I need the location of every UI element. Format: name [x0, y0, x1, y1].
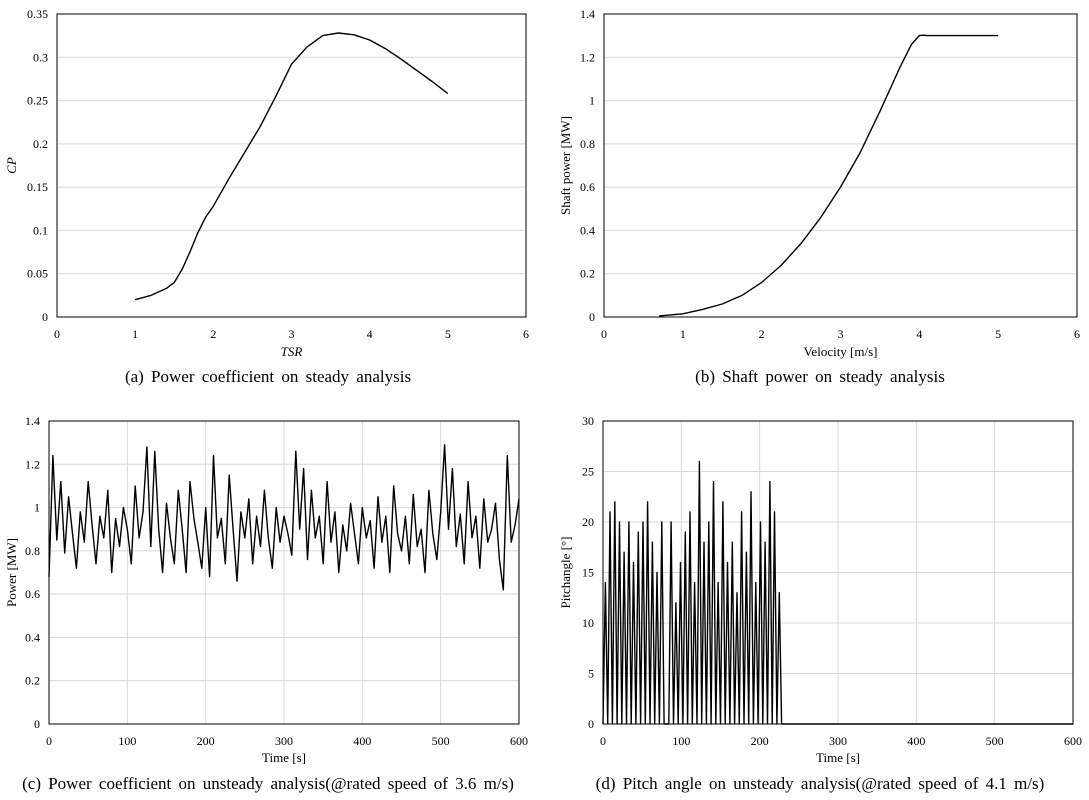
y-axis-label: CP [4, 157, 19, 174]
x-tick-label: 100 [672, 734, 690, 748]
x-tick-label: 1 [680, 327, 686, 341]
x-tick-label: 200 [751, 734, 769, 748]
y-tick-label: 0.05 [27, 267, 48, 281]
x-tick-label: 2 [759, 327, 765, 341]
x-tick-label: 6 [523, 327, 529, 341]
chart-a: 0 0.05 0.1 0.15 0.2 0.25 0.3 0.35 0 1 2 3 4 5 6 TSR CP (a… [4, 7, 529, 386]
x-tick-label: 4 [367, 327, 373, 341]
x-tick-label: 400 [353, 734, 371, 748]
y-tick-label: 0.8 [25, 544, 40, 558]
y-tick-label: 0.2 [33, 137, 48, 151]
x-axis-label: Velocity [m/s] [803, 344, 877, 359]
y-tick-label: 0.4 [580, 223, 595, 237]
x-axis-label: Time [s] [816, 750, 860, 765]
y-tick-label: 1.2 [580, 50, 595, 64]
x-tick-label: 0 [601, 327, 607, 341]
x-tick-label: 4 [916, 327, 922, 341]
plot-frame [56, 13, 527, 318]
y-tick-label: 1 [589, 94, 595, 108]
plot-frame [603, 13, 1078, 318]
y-tick-label: 0 [589, 310, 595, 324]
x-tick-label: 0 [46, 734, 52, 748]
figure-caption: (a) Power coefficient on steady analysis [125, 367, 411, 386]
y-tick-label: 0.6 [25, 587, 40, 601]
series-line [48, 444, 520, 591]
y-tick-label: 1.4 [580, 7, 595, 21]
y-tick-label: 0.1 [33, 223, 48, 237]
y-tick-label: 1.2 [25, 457, 40, 471]
y-tick-label: 0.3 [33, 50, 48, 64]
x-axis-label: Time [s] [262, 750, 306, 765]
x-tick-label: 100 [118, 734, 136, 748]
x-tick-label: 300 [829, 734, 847, 748]
figure-caption: (d) Pitch angle on unsteady analysis(@ra… [596, 774, 1045, 793]
x-tick-label: 300 [275, 734, 293, 748]
y-tick-label: 0.15 [27, 180, 48, 194]
y-tick-label: 10 [582, 616, 594, 630]
y-tick-label: 5 [588, 667, 594, 681]
y-tick-label: 0.2 [25, 674, 40, 688]
y-tick-label: 1 [34, 501, 40, 515]
y-tick-label: 25 [582, 465, 594, 479]
y-axis-label: Power [MW] [4, 538, 19, 607]
x-tick-label: 600 [510, 734, 528, 748]
y-tick-label: 1.4 [25, 414, 40, 428]
x-tick-label: 1 [132, 327, 138, 341]
y-tick-label: 0.6 [580, 180, 595, 194]
y-tick-label: 0.25 [27, 94, 48, 108]
y-tick-label: 15 [582, 566, 594, 580]
series-line [659, 34, 999, 317]
x-tick-label: 500 [432, 734, 450, 748]
y-tick-label: 20 [582, 515, 594, 529]
x-tick-label: 3 [289, 327, 295, 341]
y-tick-label: 0 [34, 717, 40, 731]
y-tick-label: 0.4 [25, 630, 40, 644]
x-tick-label: 200 [197, 734, 215, 748]
x-tick-label: 2 [210, 327, 216, 341]
x-tick-label: 500 [986, 734, 1004, 748]
chart-b: 0 0.2 0.4 0.6 0.8 1 1.2 1.4 0 1 2 3 4 5 6 Velocity [m/s… [558, 7, 1080, 386]
figure-caption: (b) Shaft power on steady analysis [695, 367, 945, 386]
series-line [135, 32, 449, 301]
y-tick-label: 0 [42, 310, 48, 324]
x-tick-label: 6 [1074, 327, 1080, 341]
y-tick-label: 0 [588, 717, 594, 731]
y-tick-label: 0.8 [580, 137, 595, 151]
y-tick-label: 0.35 [27, 7, 48, 21]
x-tick-label: 600 [1064, 734, 1082, 748]
x-tick-label: 0 [54, 327, 60, 341]
figure-caption: (c) Power coefficient on unsteady analys… [22, 774, 514, 793]
y-axis-label: Shaft power [MW] [558, 116, 573, 215]
y-tick-label: 0.2 [580, 267, 595, 281]
x-tick-label: 3 [838, 327, 844, 341]
x-tick-label: 0 [600, 734, 606, 748]
series-line [602, 460, 1073, 725]
x-tick-label: 5 [445, 327, 451, 341]
y-tick-label: 30 [582, 414, 594, 428]
y-axis-label: Pitchangle [°] [558, 537, 573, 609]
chart-c: 0 0.2 0.4 0.6 0.8 1 1.2 1.4 0 100 200 300 400 500 600 T… [4, 414, 528, 793]
x-tick-label: 5 [995, 327, 1001, 341]
x-tick-label: 400 [907, 734, 925, 748]
x-axis-label: TSR [281, 344, 303, 359]
